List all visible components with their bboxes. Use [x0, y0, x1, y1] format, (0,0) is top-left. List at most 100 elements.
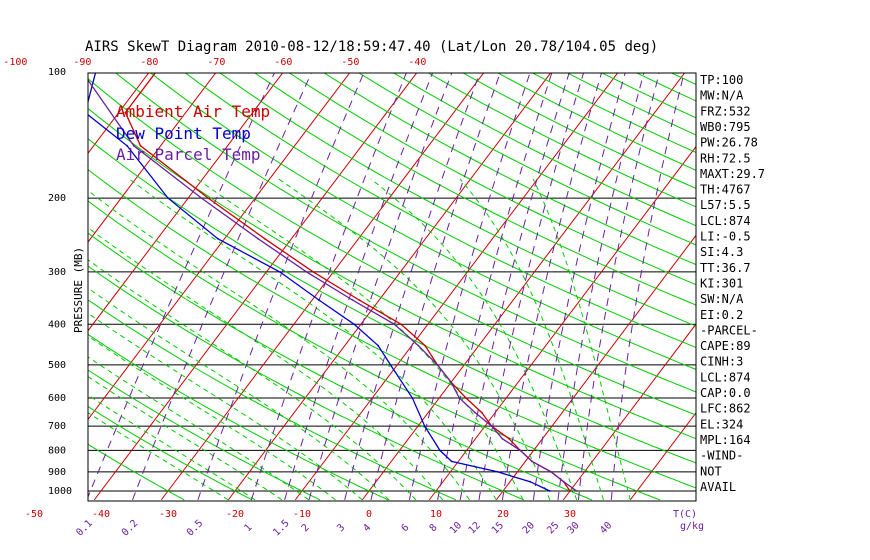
mixing-ratio-line-11 [478, 73, 585, 500]
series-point [263, 237, 266, 240]
index-entry: LCL:874 [700, 370, 751, 384]
mixing-ratio-label: 12 [467, 520, 483, 536]
series-point [531, 460, 533, 463]
index-entry: TH:4767 [700, 183, 751, 197]
series-point [417, 344, 420, 347]
legend-dew-point-temp: Dew Point Temp [116, 124, 251, 143]
index-entry: CAPE:89 [700, 339, 751, 353]
pressure-tick-label: 700 [48, 421, 66, 432]
series-point [458, 397, 461, 399]
moist-adiabat-36 [459, 178, 604, 501]
isotherm-0 [361, 73, 686, 501]
dry-adiabat-180 [427, 73, 696, 208]
series-point [257, 237, 259, 240]
series-point [436, 364, 439, 366]
index-entry: FRZ:532 [700, 104, 751, 118]
series-point [450, 460, 453, 463]
mixing-ratio-label: 2 [300, 522, 312, 534]
isotherm-30 [562, 323, 696, 501]
index-entry: RH:72.5 [700, 151, 751, 165]
grid-lines [88, 73, 696, 501]
pressure-tick-label: 800 [48, 445, 66, 456]
moist-adiabat-20 [128, 178, 497, 501]
mixing-ratio-line-3 [250, 73, 407, 501]
isotherm--40 [93, 73, 418, 501]
series-point [126, 144, 128, 147]
series-point [450, 381, 452, 384]
series-point [496, 470, 499, 473]
plot-frame [87, 72, 697, 502]
index-entry: PW:26.78 [700, 136, 758, 150]
dry-adiabat-10 [88, 299, 457, 501]
series-point [424, 344, 426, 347]
isotherm-20 [495, 234, 696, 501]
index-entry: MW:N/A [700, 89, 744, 103]
mixing-ratio-line-7 [370, 73, 501, 501]
pressure-tick-label: 200 [48, 193, 66, 204]
y-axis-label: PRESSURE (MB) [72, 247, 85, 333]
moist-adiabat-16 [88, 189, 470, 501]
dry-adiabat--20 [88, 405, 253, 501]
bottom-temperature-tick: -30 [159, 509, 177, 520]
index-entry: -PARCEL- [700, 323, 758, 337]
top-temperature-tick: -70 [207, 57, 225, 68]
mixing-ratio-line-6 [344, 73, 481, 501]
pressure-tick-label: 100 [48, 67, 66, 78]
moist-adiabat--8 [88, 356, 310, 501]
moist-adiabat--4 [88, 335, 336, 501]
series-point [167, 197, 169, 200]
series-point [465, 397, 467, 399]
dry-adiabat-70 [88, 107, 696, 440]
top-temperature-tick: -90 [73, 57, 91, 68]
top-temperature-tick: -40 [408, 57, 426, 68]
dry-adiabat-150 [323, 73, 696, 266]
mixing-ratio-line-0 [88, 73, 275, 499]
series-point [278, 271, 281, 273]
dry-adiabat-100 [149, 73, 696, 370]
index-entry: TT:36.7 [700, 261, 751, 275]
mixing-ratio-label: 20 [521, 520, 537, 536]
pressure-tick-label: 300 [48, 267, 66, 278]
dry-adiabat-170 [392, 73, 696, 227]
series-point [508, 437, 510, 440]
series-point [490, 425, 493, 427]
pressure-tick-label: 500 [48, 360, 66, 371]
mixing-ratio-line-16 [610, 73, 685, 500]
isotherm--70 [88, 73, 217, 243]
series-point [474, 411, 476, 414]
series-point [358, 299, 360, 301]
moist-adiabat-24 [196, 178, 524, 501]
series-point [377, 344, 380, 347]
mixing-ratio-label: 6 [400, 522, 412, 534]
mixing-ratio-line-9 [437, 73, 553, 501]
index-entry: MPL:164 [700, 433, 751, 447]
series-point [216, 237, 219, 240]
dry-adiabat-200 [496, 73, 696, 171]
index-entry: TP:100 [700, 73, 743, 87]
mixing-ratio-label: 40 [598, 520, 614, 536]
mixing-ratio-line-8 [408, 73, 531, 501]
mixing-ratio-label: 0.2 [120, 518, 141, 539]
index-entry: WB0:795 [700, 120, 751, 134]
legend: Ambient Air Temp Dew Point Temp Air Parc… [116, 102, 270, 164]
pressure-tick-label: 1000 [48, 486, 72, 497]
series-point [305, 271, 308, 273]
series-point [569, 490, 571, 492]
dry-adiabat-80 [88, 78, 696, 416]
series-point [200, 197, 203, 200]
mixing-ratio-label: 15 [490, 520, 506, 536]
index-entry: SI:4.3 [700, 245, 743, 259]
mixing-ratio-label: 3 [335, 522, 347, 534]
mixing-ratio-line-1 [132, 73, 312, 501]
bottom-temperature-tick: -20 [226, 509, 244, 520]
legend-ambient-air-temp: Ambient Air Temp [116, 102, 270, 121]
moist-adiabat-12 [88, 227, 444, 501]
series-point [393, 323, 396, 326]
dry-adiabat-30 [88, 232, 592, 501]
mixing-ratio-line-15 [578, 73, 660, 500]
series-point [519, 449, 522, 452]
index-entry: -WIND- [700, 449, 743, 463]
bottom-temperature-tick: 30 [564, 509, 576, 520]
index-entry: KI:301 [700, 276, 743, 290]
